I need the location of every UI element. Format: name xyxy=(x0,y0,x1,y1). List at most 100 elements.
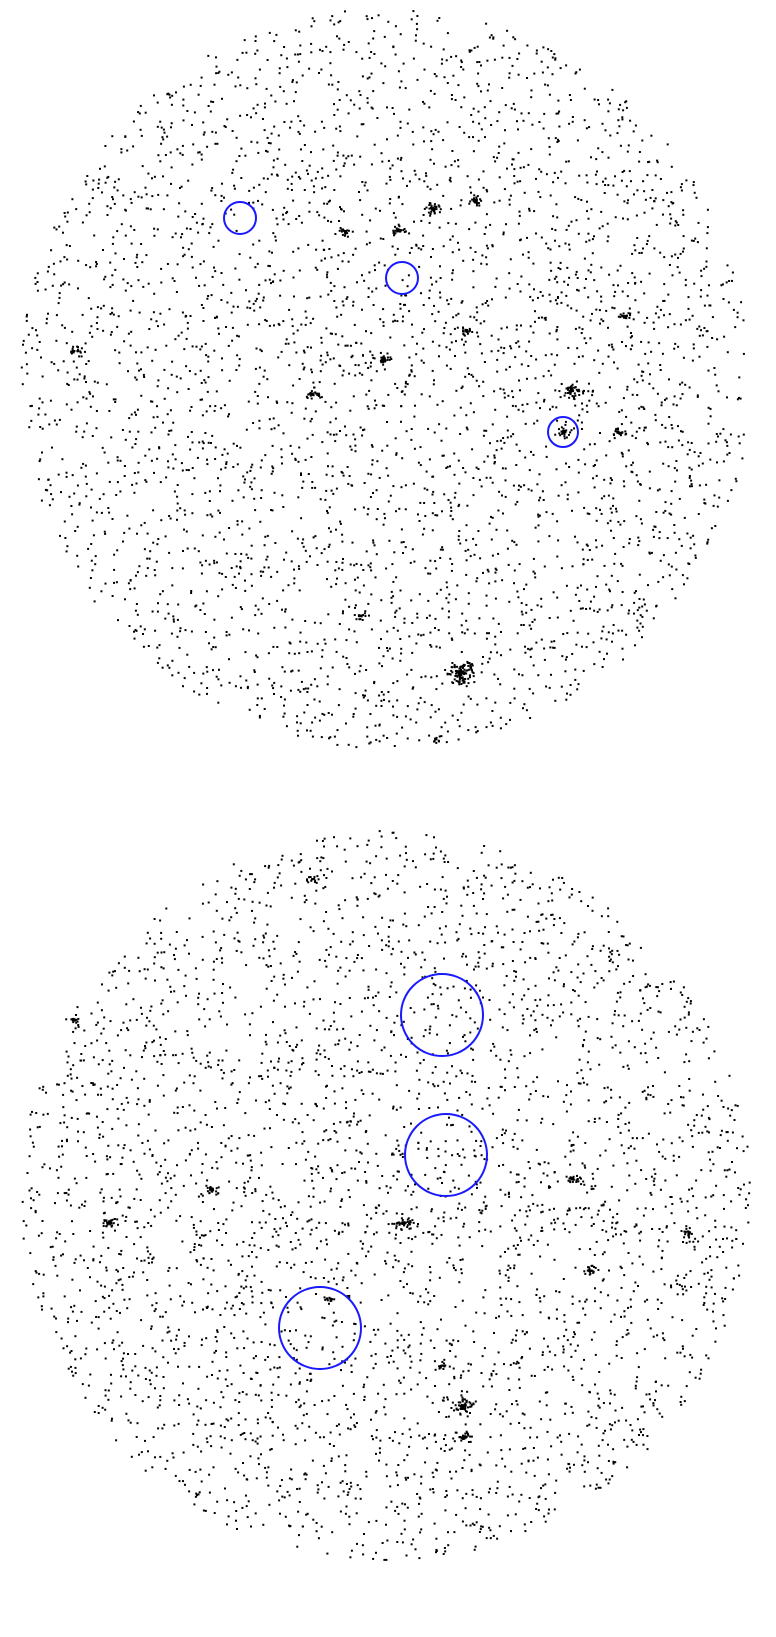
event xyxy=(513,569,516,572)
event xyxy=(443,327,446,329)
event xyxy=(282,213,284,216)
event xyxy=(673,347,676,350)
event xyxy=(153,471,155,474)
event xyxy=(619,313,622,316)
event xyxy=(361,213,364,216)
event xyxy=(576,139,579,142)
event xyxy=(476,1186,478,1189)
event xyxy=(291,80,294,83)
event xyxy=(716,461,718,464)
event xyxy=(311,486,314,489)
event xyxy=(189,448,192,451)
event xyxy=(396,230,399,233)
event xyxy=(468,373,470,375)
event xyxy=(418,1092,421,1095)
event xyxy=(533,210,536,213)
event xyxy=(437,629,440,632)
event xyxy=(303,417,306,420)
event xyxy=(298,589,301,592)
event xyxy=(138,311,141,314)
event xyxy=(432,383,435,386)
event xyxy=(626,202,629,205)
event xyxy=(429,631,432,634)
event xyxy=(157,325,159,328)
event xyxy=(483,1312,486,1315)
event xyxy=(296,329,299,332)
event xyxy=(593,443,596,446)
event xyxy=(600,300,603,303)
event xyxy=(364,610,367,613)
event xyxy=(638,252,641,254)
event xyxy=(612,284,615,287)
event xyxy=(668,416,671,418)
event xyxy=(259,570,262,573)
event xyxy=(680,1096,682,1099)
event xyxy=(273,427,276,430)
event xyxy=(741,1135,744,1138)
event xyxy=(174,338,177,341)
event xyxy=(410,1250,413,1253)
event xyxy=(427,572,430,575)
event xyxy=(554,699,557,702)
event xyxy=(290,120,293,123)
event xyxy=(309,926,312,929)
event xyxy=(445,581,448,584)
event xyxy=(635,515,638,518)
event xyxy=(156,228,159,231)
event xyxy=(707,1151,710,1154)
event xyxy=(467,592,470,595)
event xyxy=(693,282,696,285)
event xyxy=(468,50,471,53)
event xyxy=(153,292,156,295)
event xyxy=(446,987,449,990)
event xyxy=(128,625,131,627)
event xyxy=(389,356,392,359)
event xyxy=(515,464,518,466)
event xyxy=(488,657,491,660)
event xyxy=(582,315,585,318)
event xyxy=(397,223,400,226)
event xyxy=(163,323,166,326)
event xyxy=(349,409,352,412)
event xyxy=(331,475,334,478)
event xyxy=(299,722,302,725)
event xyxy=(403,344,406,347)
event xyxy=(601,151,604,154)
event xyxy=(585,608,588,610)
event xyxy=(122,540,124,543)
event xyxy=(75,430,78,433)
event xyxy=(346,663,349,665)
event xyxy=(36,348,39,351)
event xyxy=(303,901,306,904)
event xyxy=(487,304,490,307)
event xyxy=(556,141,559,143)
event xyxy=(542,127,545,130)
event xyxy=(419,464,422,467)
event xyxy=(404,1189,407,1192)
event xyxy=(161,666,164,669)
event xyxy=(319,396,322,399)
event xyxy=(367,296,370,298)
event xyxy=(573,386,576,389)
event xyxy=(244,154,247,157)
event xyxy=(617,108,620,111)
event xyxy=(384,1413,387,1416)
event xyxy=(396,320,399,323)
event xyxy=(462,666,464,669)
event xyxy=(244,651,247,654)
event xyxy=(26,313,28,316)
event xyxy=(335,561,338,563)
event xyxy=(353,630,356,633)
event xyxy=(172,615,175,618)
event xyxy=(282,269,285,272)
event xyxy=(662,462,665,465)
event xyxy=(123,531,126,534)
event xyxy=(688,448,691,451)
event xyxy=(89,392,92,395)
event xyxy=(578,891,581,893)
event xyxy=(420,393,423,396)
event xyxy=(80,347,83,350)
event xyxy=(633,591,636,594)
event xyxy=(156,457,159,460)
event xyxy=(254,390,257,393)
